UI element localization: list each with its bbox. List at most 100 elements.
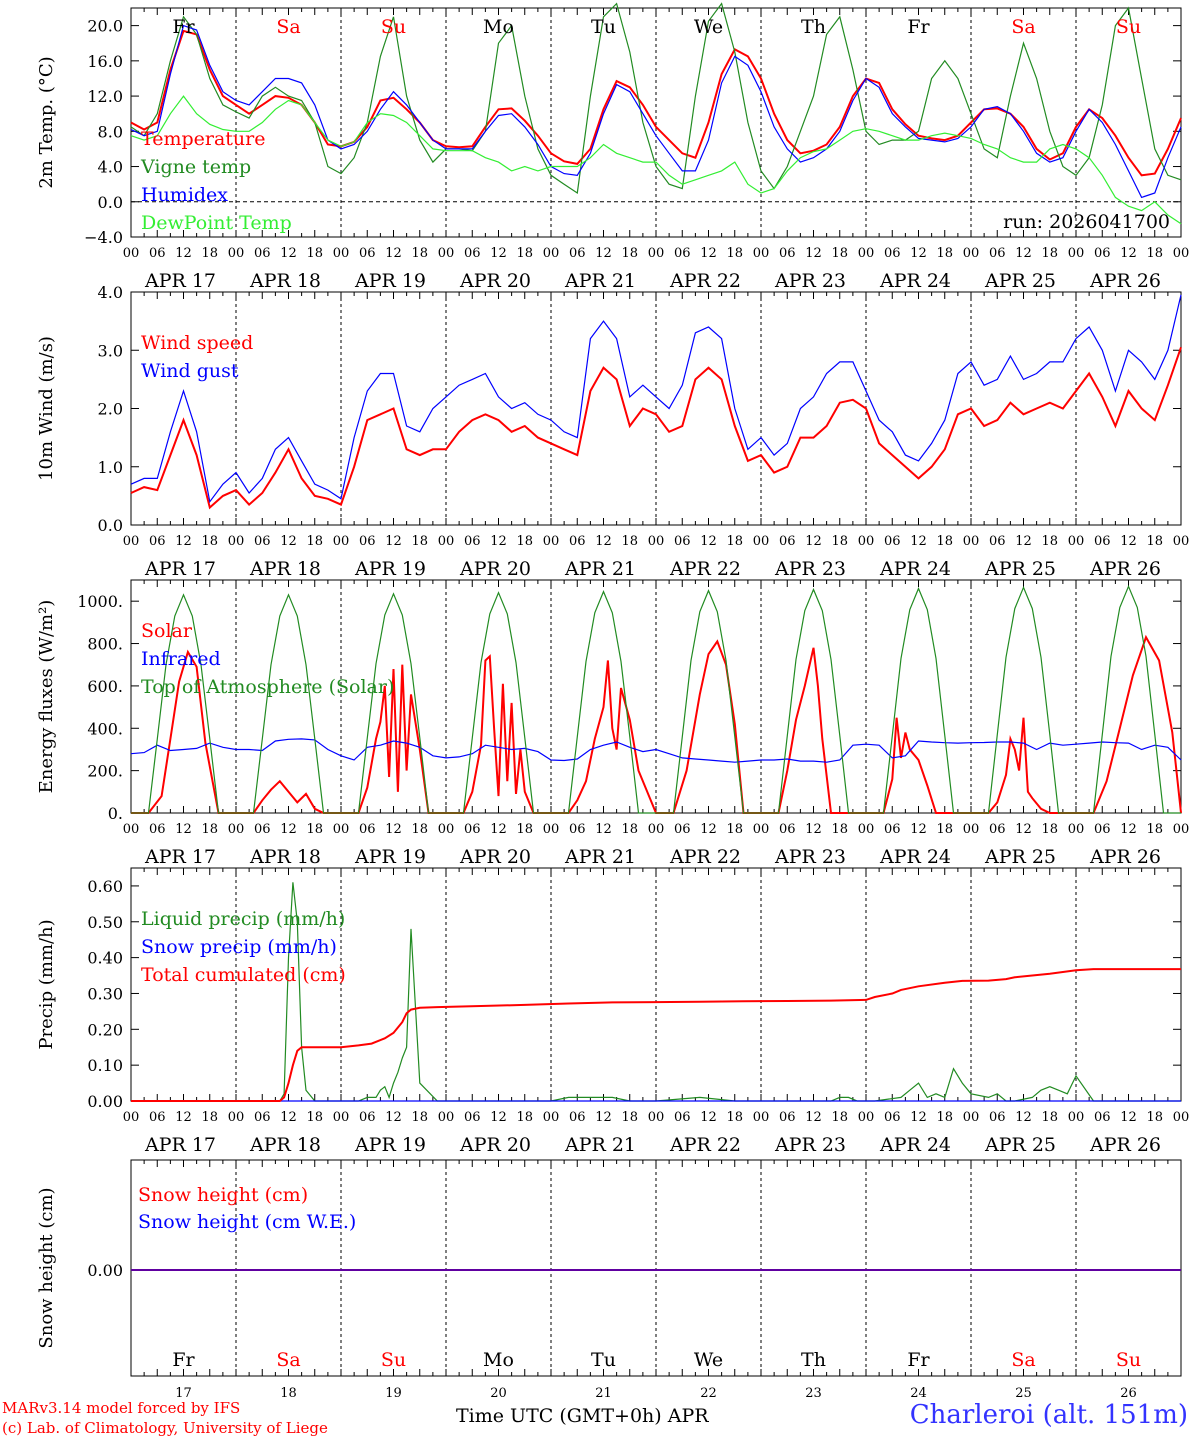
date-label: APR 17 <box>144 1134 216 1156</box>
date-label: APR 26 <box>1089 558 1161 580</box>
hour-label: 00 <box>228 246 245 261</box>
hour-label: 00 <box>438 822 455 837</box>
day-number: 20 <box>490 1386 507 1401</box>
hour-label: 06 <box>149 822 166 837</box>
y-tick-label: 0.0 <box>98 193 123 212</box>
hour-label: 06 <box>254 534 271 549</box>
hour-label: 18 <box>306 246 323 261</box>
date-label: APR 26 <box>1089 846 1161 868</box>
hour-label: 12 <box>385 534 402 549</box>
hour-label: 00 <box>333 822 350 837</box>
hour-label: 06 <box>884 822 901 837</box>
day-number: 19 <box>385 1386 402 1401</box>
hour-label: 18 <box>621 534 638 549</box>
credit-lab: (c) Lab. of Climatology, University of L… <box>2 1419 328 1437</box>
date-label: APR 18 <box>249 1134 321 1156</box>
date-label: APR 26 <box>1089 270 1161 292</box>
day-number: 24 <box>910 1386 927 1401</box>
y-axis-label: Energy fluxes (W/m²) <box>36 600 57 794</box>
y-tick-label: 0.00 <box>87 1092 123 1111</box>
hour-label: 18 <box>1041 1110 1058 1125</box>
hour-label: 18 <box>516 1110 533 1125</box>
hour-label: 12 <box>490 534 507 549</box>
hour-label: 00 <box>963 1110 980 1125</box>
y-tick-label: 16.0 <box>87 52 123 71</box>
hour-label: 18 <box>936 822 953 837</box>
legend-entry: Vigne temp <box>140 156 251 178</box>
hour-label: 18 <box>831 534 848 549</box>
hour-label: 12 <box>595 534 612 549</box>
hour-label: 00 <box>438 1110 455 1125</box>
hour-label: 06 <box>149 1110 166 1125</box>
hour-label: 12 <box>1015 534 1032 549</box>
series-line-wind-speed <box>130 346 1182 510</box>
weekday-label-bottom: Sa <box>276 1349 300 1371</box>
hour-label: 00 <box>228 534 245 549</box>
weekday-label: Sa <box>276 16 300 38</box>
hour-label: 06 <box>359 822 376 837</box>
hour-label: 00 <box>963 534 980 549</box>
hour-label: 18 <box>1146 534 1163 549</box>
legend-entry: Wind gust <box>141 360 239 382</box>
hour-label: 00 <box>123 246 140 261</box>
hour-label: 06 <box>569 246 586 261</box>
hour-label: 06 <box>674 822 691 837</box>
hour-label: 00 <box>1173 246 1190 261</box>
hour-label: 12 <box>910 1110 927 1125</box>
y-tick-label: −4.0 <box>84 228 123 247</box>
date-label: APR 22 <box>669 270 741 292</box>
y-tick-label: 0.30 <box>87 984 123 1003</box>
hour-label: 12 <box>910 534 927 549</box>
date-label: APR 23 <box>774 846 846 868</box>
hour-label: 00 <box>753 1110 770 1125</box>
hour-label: 00 <box>123 822 140 837</box>
hour-label: 00 <box>1173 1110 1190 1125</box>
hour-label: 18 <box>201 534 218 549</box>
hour-label: 12 <box>490 1110 507 1125</box>
weekday-label: We <box>694 16 723 38</box>
hour-label: 18 <box>621 1110 638 1125</box>
weekday-label: Th <box>801 16 826 38</box>
date-label: APR 20 <box>459 558 531 580</box>
y-tick-label: 0.00 <box>87 1261 123 1280</box>
date-label: APR 18 <box>249 846 321 868</box>
y-axis-label: 10m Wind (m/s) <box>36 336 57 481</box>
date-label: APR 24 <box>879 846 951 868</box>
y-tick-label: 0.20 <box>87 1020 123 1039</box>
y-tick-label: 0.50 <box>87 913 123 932</box>
hour-label: 12 <box>175 1110 192 1125</box>
y-tick-label: 0. <box>108 804 123 823</box>
hour-label: 12 <box>175 246 192 261</box>
date-label: APR 17 <box>144 558 216 580</box>
legend-entry: Total cumulated (cm) <box>141 964 346 986</box>
hour-label: 12 <box>805 534 822 549</box>
weekday-label-bottom: Tu <box>591 1349 616 1371</box>
hour-label: 06 <box>779 822 796 837</box>
day-number: 23 <box>805 1386 822 1401</box>
hour-label: 12 <box>700 246 717 261</box>
weekday-label-bottom: We <box>694 1349 723 1371</box>
hour-label: 12 <box>1015 822 1032 837</box>
date-label: APR 22 <box>669 1134 741 1156</box>
hour-label: 12 <box>595 246 612 261</box>
hour-label: 06 <box>674 1110 691 1125</box>
hour-label: 12 <box>1120 246 1137 261</box>
weekday-label-bottom: Fr <box>907 1349 930 1371</box>
hour-label: 12 <box>595 822 612 837</box>
hour-label: 06 <box>989 822 1006 837</box>
weekday-label-bottom: Th <box>801 1349 826 1371</box>
hour-label: 18 <box>1146 822 1163 837</box>
hour-label: 12 <box>1120 822 1137 837</box>
hour-label: 18 <box>411 534 428 549</box>
hour-label: 00 <box>648 246 665 261</box>
hour-label: 18 <box>201 1110 218 1125</box>
hour-label: 06 <box>884 534 901 549</box>
hour-label: 12 <box>280 534 297 549</box>
hour-label: 00 <box>1068 246 1085 261</box>
hour-label: 00 <box>333 246 350 261</box>
hour-label: 06 <box>569 1110 586 1125</box>
date-label: APR 25 <box>984 1134 1056 1156</box>
hour-label: 00 <box>543 246 560 261</box>
y-tick-label: 4.0 <box>98 283 123 302</box>
legend-entry: DewPoint Temp <box>141 212 292 234</box>
